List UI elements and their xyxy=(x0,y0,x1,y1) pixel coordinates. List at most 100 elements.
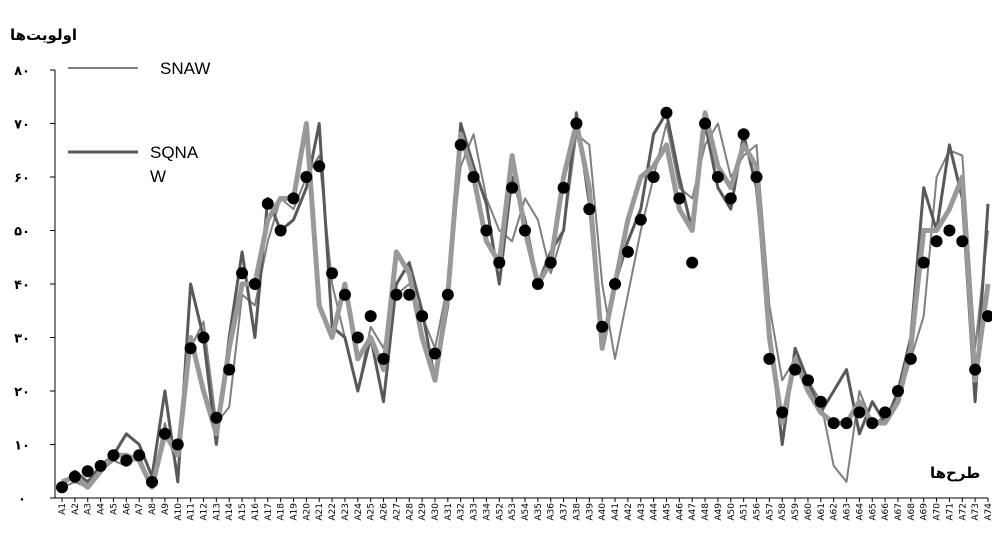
x-tick-label: A3 xyxy=(84,503,94,515)
data-point xyxy=(904,352,917,365)
x-tick-label: A7 xyxy=(135,503,145,515)
data-point xyxy=(428,347,441,360)
data-point xyxy=(982,310,992,323)
x-tick-label: A26 xyxy=(380,503,390,521)
series-line-1 xyxy=(61,122,989,489)
y-tick-label: ۷۰ xyxy=(14,118,30,133)
x-tick-label: A60 xyxy=(804,503,814,521)
x-tick-label: A28 xyxy=(405,503,415,521)
x-tick-label: A45 xyxy=(662,503,672,521)
y-tick-label: ۸۰ xyxy=(14,64,30,79)
data-point xyxy=(467,171,480,183)
x-tick-label: A11 xyxy=(187,503,197,521)
data-point xyxy=(917,256,930,269)
x-tick-label: A18 xyxy=(277,503,287,521)
x-axis-label: طرح‌ها xyxy=(930,464,980,482)
series-line-2 xyxy=(60,111,990,489)
data-point xyxy=(930,235,943,248)
x-tick-label: A46 xyxy=(675,503,685,521)
data-point xyxy=(107,449,120,462)
y-tick-label: ۲۰ xyxy=(14,385,30,400)
x-tick-label: A15 xyxy=(238,503,248,521)
x-tick-label: A36 xyxy=(547,503,557,521)
data-point xyxy=(634,213,647,226)
x-tick-label: A17 xyxy=(264,503,274,521)
legend: SNAW SQNA W xyxy=(68,59,210,186)
x-tick-label: A42 xyxy=(624,503,634,521)
x-tick-label: A23 xyxy=(341,503,351,521)
x-tick-label: A67 xyxy=(894,503,904,521)
x-tick-label: A52 xyxy=(495,503,505,521)
x-tick-label: A5 xyxy=(109,503,119,515)
x-tick-label: A30 xyxy=(431,503,441,521)
data-point xyxy=(313,160,326,173)
data-point xyxy=(94,459,107,472)
data-point xyxy=(660,106,673,119)
data-point xyxy=(840,417,853,430)
data-point xyxy=(493,256,506,269)
y-tick-label: ۳۰ xyxy=(14,332,30,347)
x-tick-label: A6 xyxy=(122,503,132,515)
data-point xyxy=(146,475,159,488)
data-point xyxy=(454,138,467,151)
data-point xyxy=(403,288,416,301)
data-point xyxy=(248,278,261,290)
y-tick-label: ۴۰ xyxy=(14,278,30,293)
data-point xyxy=(866,417,879,430)
data-point xyxy=(377,352,390,365)
data-point xyxy=(647,171,660,183)
data-point xyxy=(956,235,969,248)
data-point xyxy=(943,224,956,237)
x-tick-label: A63 xyxy=(843,503,853,521)
data-point xyxy=(390,288,403,301)
x-tick-label: A49 xyxy=(714,503,724,521)
x-tick-label: A35 xyxy=(534,503,544,521)
x-tick-label: A56 xyxy=(753,503,763,521)
x-tick-label: A53 xyxy=(508,503,518,521)
x-tick-label: A19 xyxy=(290,503,300,521)
x-tick-label: A13 xyxy=(212,503,222,521)
x-tick-label: A59 xyxy=(791,503,801,521)
data-point xyxy=(673,192,686,205)
data-point xyxy=(364,310,377,323)
data-point xyxy=(891,385,904,397)
x-tick-label: A40 xyxy=(598,503,608,521)
data-point xyxy=(300,171,313,183)
x-tick-label: A37 xyxy=(560,503,570,521)
legend-label-sqnaw: SQNA W xyxy=(150,143,202,186)
data-point xyxy=(750,171,763,183)
data-point xyxy=(544,256,557,269)
x-tick-label: A69 xyxy=(920,503,930,521)
data-point xyxy=(969,363,982,376)
data-point xyxy=(416,310,429,323)
data-point xyxy=(814,395,827,408)
data-point xyxy=(197,331,210,344)
data-point xyxy=(763,352,776,365)
x-tick-label: A12 xyxy=(199,503,209,521)
data-point xyxy=(287,192,300,205)
x-tick-label: A34 xyxy=(482,503,492,521)
x-tick-label: A61 xyxy=(817,503,827,521)
x-tick-label: A41 xyxy=(611,503,621,521)
x-tick-label: A54 xyxy=(521,503,531,521)
series-group xyxy=(56,106,992,494)
data-point xyxy=(326,267,339,280)
data-point xyxy=(81,465,94,478)
x-tick-label: A39 xyxy=(585,503,595,521)
x-tick-label: A8 xyxy=(148,503,158,515)
data-point xyxy=(506,181,519,194)
x-tick-label: A1 xyxy=(58,503,68,515)
data-point xyxy=(236,267,249,280)
data-point xyxy=(68,470,81,483)
x-tick-label: A44 xyxy=(650,503,660,521)
x-tick-label: A25 xyxy=(367,503,377,521)
x-tick-label: A48 xyxy=(701,503,711,521)
data-point xyxy=(557,181,570,194)
legend-label-snaw: SNAW xyxy=(160,59,210,78)
x-tick-label: A9 xyxy=(161,503,171,515)
x-tick-label: A43 xyxy=(637,503,647,521)
y-tick-label: ۵۰ xyxy=(14,225,30,240)
y-axis-ticks: ۰ ۱۰ ۲۰ ۳۰ ۴۰ ۵۰ ۶۰ ۷۰ ۸۰ xyxy=(14,64,55,507)
data-point xyxy=(776,406,789,419)
